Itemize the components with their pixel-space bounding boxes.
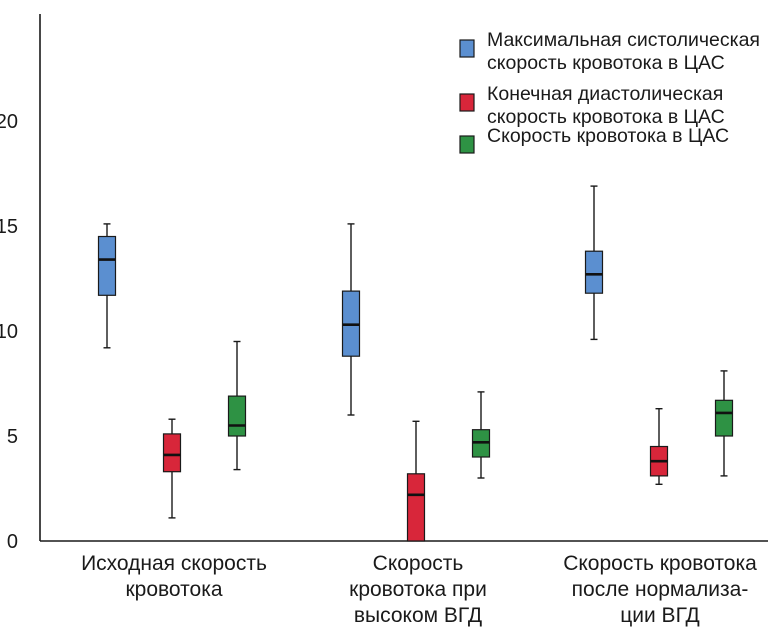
legend-item: Скорость кровотока в ЦАС xyxy=(459,125,729,154)
box-plot-item xyxy=(471,391,491,479)
iqr-box xyxy=(584,250,604,294)
legend-label: Скорость кровотока в ЦАС xyxy=(487,125,729,147)
legend-label-line: скорость кровотока в ЦАС xyxy=(487,106,725,128)
box-plot-item xyxy=(341,223,361,416)
box-plot-item xyxy=(97,223,117,349)
box-plot-item xyxy=(649,408,669,485)
legend-swatch xyxy=(459,39,475,58)
legend-label-line: Конечная диастолическая xyxy=(487,83,723,105)
iqr-box xyxy=(406,473,426,542)
box-plot-item xyxy=(227,340,247,471)
box-plot-item xyxy=(714,370,734,477)
legend-swatch xyxy=(459,135,475,154)
legend-label: Конечная диастолическая скорость кровоток… xyxy=(487,83,725,128)
legend-label-line: Максимальная систолическая xyxy=(487,29,760,51)
axes xyxy=(39,14,768,542)
category-label-line: ции ВГД xyxy=(620,604,700,627)
legend-label-line: скорость кровотока в ЦАС xyxy=(487,52,725,74)
category-labels: Исходная скорость кровотока Скорость кровот… xyxy=(81,552,757,627)
iqr-box xyxy=(162,433,182,473)
legend: Максимальная систолическая скорость крово… xyxy=(459,29,760,154)
y-tick-label: 10 xyxy=(0,321,18,343)
y-tick-label: 15 xyxy=(0,216,18,238)
category-label-line: кровотока xyxy=(125,578,222,601)
legend-label: Максимальная систолическая скорость крово… xyxy=(487,29,760,74)
y-tick-label: 5 xyxy=(7,426,18,448)
category-label-line: Скорость xyxy=(373,552,464,575)
category-label-line: высоком ВГД xyxy=(354,604,482,627)
iqr-box xyxy=(227,395,247,437)
legend-item: Конечная диастолическая скорость кровоток… xyxy=(459,83,725,128)
iqr-box xyxy=(97,235,117,296)
category-label: Исходная скорость кровотока xyxy=(81,552,267,601)
y-tick-label: 0 xyxy=(7,531,18,553)
legend-swatch xyxy=(459,93,475,112)
category-label-line: после нормализа- xyxy=(572,578,749,601)
boxes-layer xyxy=(97,185,734,542)
category-label: Скорость кровотока после нормализа-ции ВГ… xyxy=(563,552,757,627)
box-plot-item xyxy=(162,418,182,519)
iqr-box xyxy=(714,399,734,437)
box-plot-item xyxy=(584,185,604,341)
category-label-line: Исходная скорость xyxy=(81,552,267,575)
category-label: Скорость кровотока при высоком ВГД xyxy=(349,552,487,627)
box-plot-item xyxy=(406,420,426,542)
y-tick-labels: 0 5 10 15 20 xyxy=(0,111,18,553)
legend-label-line: Скорость кровотока в ЦАС xyxy=(487,125,729,147)
category-label-line: Скорость кровотока xyxy=(563,552,757,575)
legend-item: Максимальная систолическая скорость крово… xyxy=(459,29,760,74)
category-label-line: кровотока при xyxy=(349,578,487,601)
y-tick-label: 20 xyxy=(0,111,18,133)
